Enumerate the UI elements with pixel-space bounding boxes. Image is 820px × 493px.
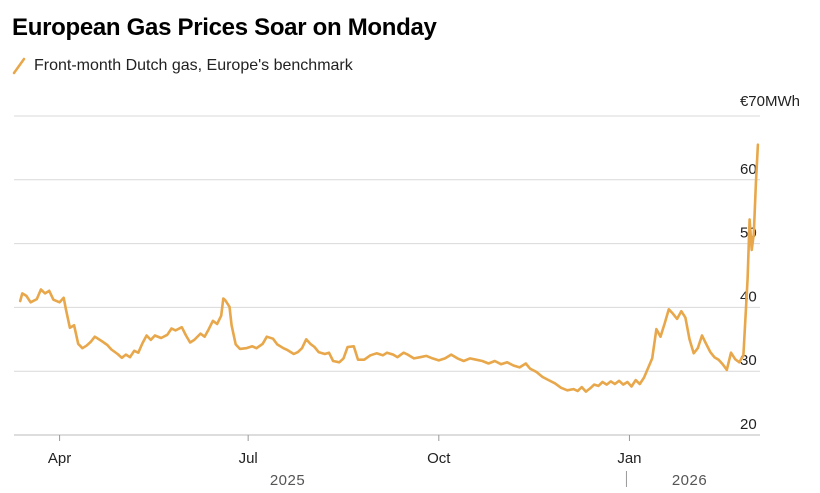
- chart-legend: Front-month Dutch gas, Europe's benchmar…: [12, 56, 353, 76]
- y-tick-label-20: 20: [740, 416, 757, 433]
- y-tick-label-70: €70MWh: [740, 93, 800, 110]
- x-tick-label-apr: Apr: [48, 450, 71, 467]
- legend-line-swatch: [12, 57, 26, 75]
- x-tick-label-jul: Jul: [239, 450, 258, 467]
- x-tick-label-jan: Jan: [617, 450, 641, 467]
- chart-title: European Gas Prices Soar on Monday: [12, 14, 437, 41]
- y-tick-label-60: 60: [740, 161, 757, 178]
- year-label-2026: 2026: [672, 472, 707, 489]
- legend-label: Front-month Dutch gas, Europe's benchmar…: [34, 57, 353, 74]
- series-line-0: [18, 143, 760, 393]
- year-label-2025: 2025: [270, 472, 305, 489]
- x-tick-label-oct: Oct: [427, 450, 451, 467]
- y-tick-label-40: 40: [740, 288, 757, 305]
